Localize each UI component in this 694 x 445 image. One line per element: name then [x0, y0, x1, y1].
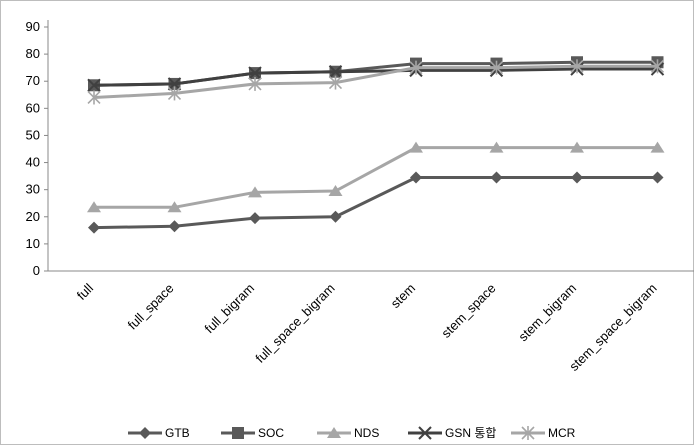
- legend-label: MCR: [548, 426, 576, 440]
- data-point: [248, 66, 262, 80]
- y-tick-label: 80: [26, 46, 40, 61]
- data-point: [87, 90, 101, 105]
- data-point: [328, 75, 343, 90]
- data-point: [167, 77, 182, 91]
- series-line: [93, 67, 658, 87]
- x-tick-label: stem_space: [438, 281, 498, 341]
- y-tick-label: 70: [26, 73, 40, 88]
- legend-item: NDS: [317, 426, 379, 440]
- x-tick-label: full_space_bigram: [252, 281, 337, 366]
- legend-label: NDS: [354, 426, 379, 440]
- legend-item: SOC: [221, 426, 284, 440]
- data-point: [409, 141, 423, 153]
- y-tick-label: 0: [33, 263, 40, 278]
- legend-item: GSN 통합: [408, 426, 496, 440]
- y-tick-label: 20: [26, 209, 40, 224]
- data-point: [87, 78, 101, 92]
- x-tick-label: full_space: [125, 281, 177, 333]
- data-point: [650, 141, 665, 153]
- legend: GTB SOC NDS GSN 통합 MCR: [128, 426, 576, 440]
- data-point: [651, 171, 664, 184]
- legend-marker: [327, 427, 341, 438]
- legend-label: GSN 통합: [445, 426, 496, 440]
- data-point: [168, 220, 181, 233]
- legend-marker: [139, 427, 151, 439]
- legend-marker: [232, 427, 244, 439]
- data-point: [409, 60, 423, 75]
- x-tick-label: full_bigram: [202, 281, 258, 337]
- series-mcr: [87, 59, 665, 105]
- data-point: [489, 141, 504, 153]
- legend-item: MCR: [511, 426, 576, 440]
- legend-marker: [418, 426, 432, 440]
- plot-area: [87, 56, 665, 234]
- data-point: [248, 76, 262, 91]
- x-tick-label: stem_space_bigram: [566, 281, 659, 374]
- y-tick-label: 90: [26, 19, 40, 34]
- data-point: [249, 212, 261, 225]
- data-point: [490, 171, 503, 184]
- y-tick-label: 10: [26, 236, 40, 251]
- data-point: [329, 210, 342, 223]
- data-point: [87, 201, 101, 213]
- data-point: [88, 221, 100, 234]
- series-nds: [87, 141, 665, 213]
- data-point: [571, 171, 583, 184]
- x-tick-label: stem: [388, 281, 419, 312]
- series-gtb: [88, 171, 664, 234]
- data-point: [489, 60, 504, 75]
- legend-label: GTB: [165, 426, 190, 440]
- data-point: [328, 185, 343, 197]
- x-tick-label: full: [74, 280, 96, 302]
- x-tick-label: stem_bigram: [515, 281, 579, 345]
- series-line: [93, 64, 658, 99]
- data-point: [167, 201, 182, 213]
- data-point: [650, 59, 665, 74]
- legend-item: GTB: [128, 426, 190, 440]
- data-point: [248, 186, 262, 198]
- data-point: [570, 59, 584, 74]
- y-tick-label: 40: [26, 155, 40, 170]
- series-line: [93, 175, 658, 230]
- y-tick-label: 30: [26, 182, 40, 197]
- data-point: [570, 141, 584, 153]
- y-tick-label: 60: [26, 100, 40, 115]
- data-point: [410, 171, 422, 184]
- legend-marker: [521, 426, 535, 440]
- data-point: [167, 86, 182, 101]
- data-point: [328, 65, 343, 79]
- y-tick-label: 50: [26, 127, 40, 142]
- series-line: [94, 146, 658, 209]
- legend-label: SOC: [258, 426, 284, 440]
